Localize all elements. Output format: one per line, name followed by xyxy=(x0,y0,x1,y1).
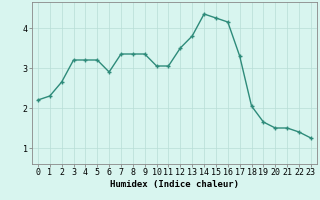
X-axis label: Humidex (Indice chaleur): Humidex (Indice chaleur) xyxy=(110,180,239,189)
